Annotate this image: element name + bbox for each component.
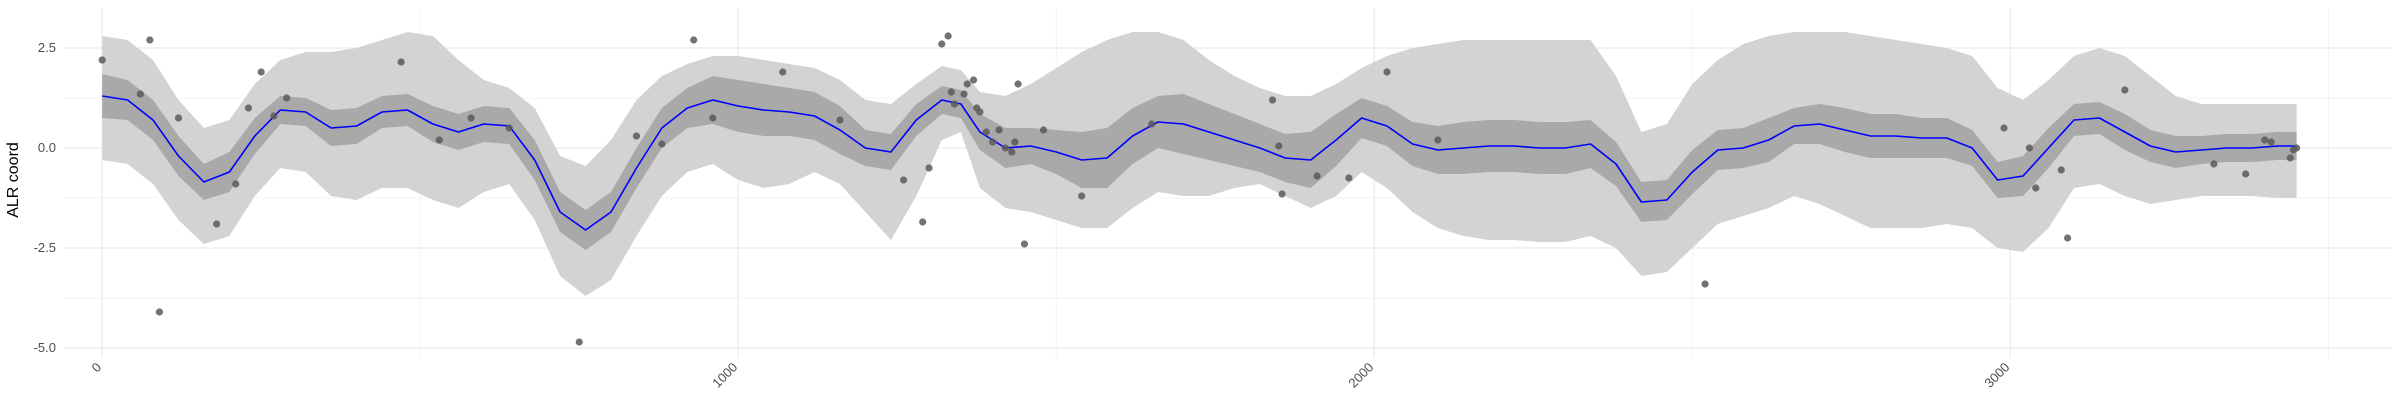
data-point (283, 94, 291, 102)
data-point (435, 136, 443, 144)
confidence-bands (102, 32, 2297, 296)
data-point (1020, 240, 1029, 248)
x-tick-label: 1000 (709, 360, 740, 391)
data-point (1008, 148, 1016, 156)
data-point (995, 126, 1003, 134)
data-point (174, 114, 183, 122)
data-point (963, 80, 971, 88)
data-point (1148, 120, 1156, 128)
outer-band (102, 32, 2297, 296)
data-point (2000, 124, 2008, 132)
data-point (232, 180, 240, 188)
data-point (690, 36, 698, 44)
data-point (2121, 86, 2129, 94)
data-point (1434, 136, 1442, 144)
data-point (1278, 190, 1286, 198)
data-point (136, 90, 144, 98)
data-point (2292, 144, 2301, 152)
data-point (2057, 166, 2065, 174)
data-point (575, 338, 583, 346)
data-point (467, 114, 475, 122)
data-point (1078, 192, 1086, 200)
data-point (2286, 154, 2294, 162)
data-point (658, 140, 666, 148)
y-tick-label: 2.5 (38, 40, 56, 55)
observation-points (98, 32, 2301, 346)
data-point (1275, 142, 1283, 150)
data-point (1313, 172, 1321, 180)
data-point (2032, 184, 2040, 192)
data-point (2064, 234, 2072, 242)
data-point (779, 68, 787, 76)
data-point (938, 40, 946, 48)
data-point (146, 36, 154, 44)
data-point (925, 164, 933, 172)
data-point (1011, 138, 1019, 146)
data-point (505, 124, 513, 132)
data-point (960, 90, 968, 98)
y-tick-label: -2.5 (34, 240, 56, 255)
data-point (397, 58, 405, 66)
data-point (976, 108, 984, 116)
data-point (244, 104, 253, 112)
data-point (257, 68, 265, 76)
mean-line (102, 95, 2297, 231)
data-point (1268, 96, 1277, 104)
data-point (919, 218, 927, 226)
data-point (213, 220, 221, 228)
data-point (2242, 170, 2250, 178)
data-point (989, 138, 997, 146)
data-point (155, 308, 164, 316)
y-tick-label: -5.0 (34, 340, 56, 355)
y-axis-title: ALR coord (5, 142, 22, 218)
x-tick-label: 3000 (1981, 360, 2012, 391)
data-point (950, 100, 959, 108)
data-point (947, 88, 955, 96)
y-tick-label: 0.0 (38, 140, 56, 155)
data-point (944, 32, 952, 40)
data-point (900, 176, 908, 184)
data-point (1701, 280, 1709, 288)
data-point (836, 116, 844, 124)
data-point (1383, 68, 1391, 76)
data-point (2210, 160, 2218, 168)
data-point (632, 132, 641, 140)
data-point (1345, 174, 1353, 182)
data-point (1001, 144, 1009, 152)
data-point (982, 128, 990, 136)
x-tick-label: 0 (89, 360, 105, 376)
data-point (2267, 138, 2275, 146)
data-point (969, 76, 978, 84)
x-tick-label: 2000 (1345, 360, 1376, 391)
data-point (270, 112, 278, 120)
data-point (1014, 80, 1022, 88)
data-point (1039, 126, 1048, 134)
data-point (98, 56, 106, 64)
data-point (709, 114, 717, 122)
data-point (2025, 144, 2034, 152)
inner-band (102, 74, 2297, 250)
data-point (2261, 136, 2269, 144)
mean-line-layer (102, 95, 2297, 231)
